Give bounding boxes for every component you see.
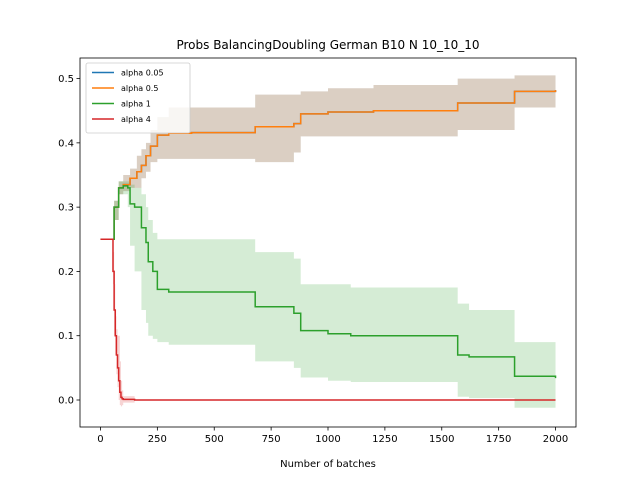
y-axis-ticks: 0.0 0.1 0.2 0.3 0.4 0.5 (58, 74, 80, 407)
x-tick-label: 250 (148, 434, 167, 445)
legend: alpha 0.05 alpha 0.5 alpha 1 alpha 4 (85, 62, 191, 134)
legend-label-alpha-4: alpha 4 (121, 115, 151, 124)
confidence-bands (100, 75, 556, 410)
x-tick-label: 2000 (543, 434, 568, 445)
band-alpha-0-5 (100, 75, 556, 240)
y-tick-label: 0.0 (58, 396, 74, 407)
x-tick-label: 1250 (372, 434, 397, 445)
series-lines (100, 90, 557, 401)
y-tick-label: 0.4 (58, 138, 74, 149)
legend-label-alpha-0-05: alpha 0.05 (121, 69, 164, 78)
legend-box (85, 62, 191, 134)
line-alpha-4 (100, 238, 556, 401)
x-tick-label: 1500 (429, 434, 454, 445)
y-tick-label: 0.3 (58, 203, 74, 214)
legend-label-alpha-0-5: alpha 0.5 (121, 84, 158, 93)
x-tick-label: 0 (97, 434, 103, 445)
x-tick-label: 500 (205, 434, 224, 445)
band-alpha-1 (100, 181, 556, 410)
legend-label-alpha-1: alpha 1 (121, 100, 151, 109)
x-axis-label: Number of batches (280, 459, 376, 470)
band-alpha-0-05 (100, 75, 556, 240)
x-tick-label: 1750 (486, 434, 511, 445)
x-axis-ticks: 0 250 500 750 1000 1250 1500 1750 2000 (97, 427, 568, 445)
x-tick-label: 750 (262, 434, 281, 445)
chart-title: Probs BalancingDoubling German B10 N 10_… (176, 38, 479, 52)
y-tick-label: 0.2 (58, 267, 74, 278)
x-tick-label: 1000 (315, 434, 340, 445)
y-tick-label: 0.1 (58, 331, 74, 342)
y-tick-label: 0.5 (58, 74, 74, 85)
line-alpha-1 (100, 185, 557, 379)
